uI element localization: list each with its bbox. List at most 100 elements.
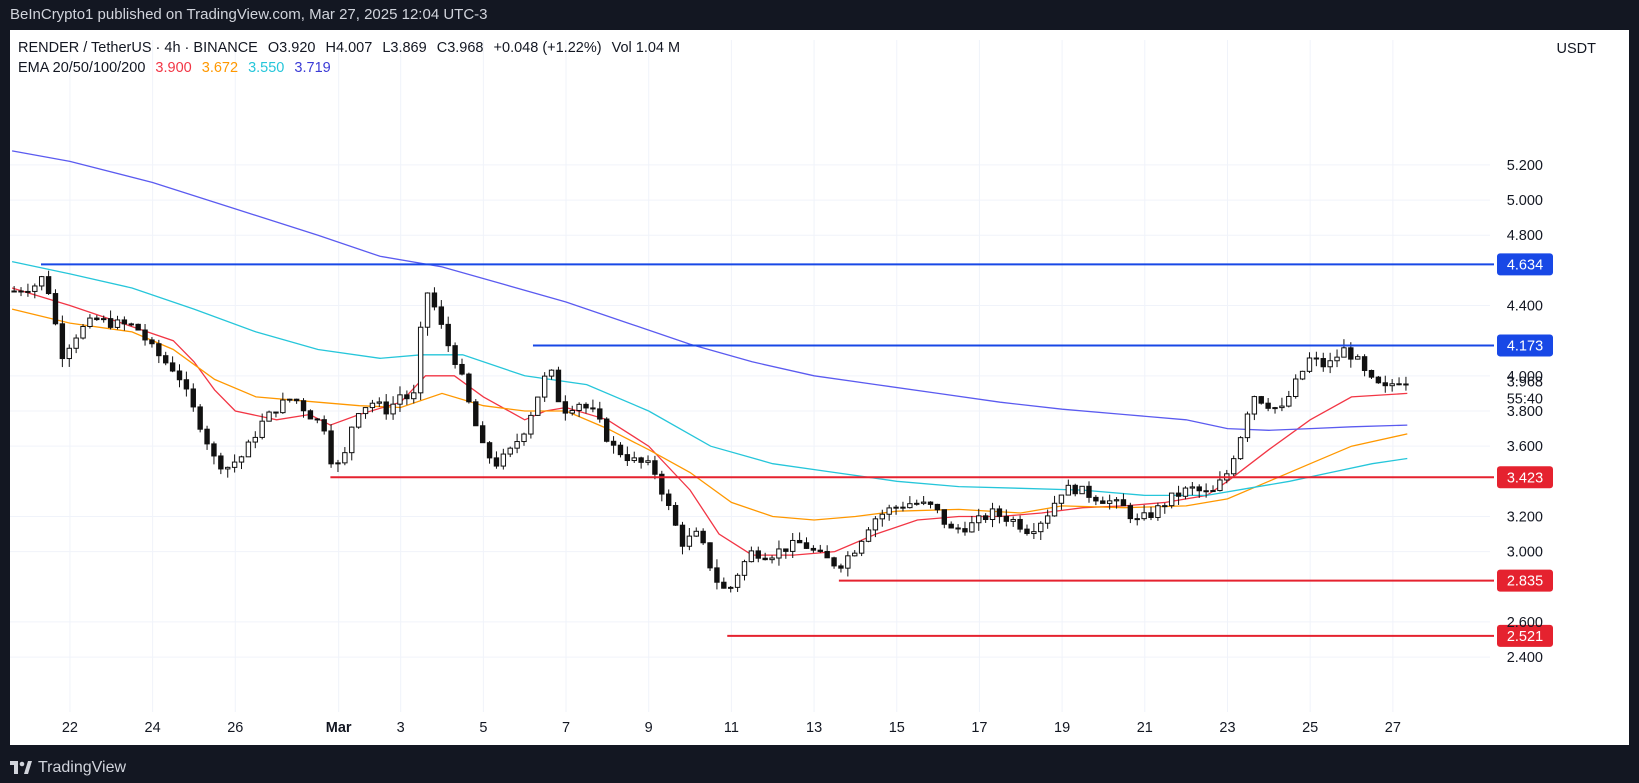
time-tick-label: 11 xyxy=(724,720,739,736)
ema200-line xyxy=(11,150,1408,431)
candle-up xyxy=(397,394,403,405)
candle-down xyxy=(721,581,727,589)
candle-down xyxy=(183,379,190,390)
candle-down xyxy=(941,509,948,525)
level-badge xyxy=(1497,334,1553,357)
symbol-label: RENDER / TetherUS · 4h · BINANCE xyxy=(18,40,258,56)
tradingview-logo[interactable]: TradingView xyxy=(10,759,126,777)
candle-up xyxy=(734,574,741,588)
ema20-line xyxy=(11,287,1408,556)
low-label: L xyxy=(382,40,390,56)
time-axis[interactable]: 22 24 26 Mar 3 5 7 9 11 13 15 17 19 21 23 25 27 xyxy=(62,720,1401,736)
candle-down xyxy=(431,292,438,308)
candle-down xyxy=(293,398,300,402)
time-tick-label: 5 xyxy=(479,720,487,736)
candle-up xyxy=(1272,407,1278,410)
candle-down xyxy=(94,317,100,321)
candle-up xyxy=(245,441,252,458)
candle-up xyxy=(1141,512,1147,520)
ema20-value: 3.900 xyxy=(155,60,191,76)
candle-down xyxy=(1258,396,1264,404)
candle-up xyxy=(225,466,231,470)
candle-down xyxy=(1361,356,1368,371)
candle-down xyxy=(1265,402,1271,409)
candle-down xyxy=(273,411,279,414)
candle-down xyxy=(59,323,66,360)
time-tick-label: 17 xyxy=(971,720,987,736)
candle-down xyxy=(1003,515,1010,522)
candle-up xyxy=(1058,494,1065,504)
candle-up xyxy=(507,447,513,455)
open-label: O xyxy=(268,40,279,56)
horizontal-levels[interactable]: 4.634 4.173 3.423 2.835 2.521 xyxy=(41,253,1553,647)
candle-down xyxy=(459,363,465,375)
price-chart[interactable]: 4.634 4.173 3.423 2.835 2.521 5.200 5.000 4.80… xyxy=(10,30,1629,745)
low-value: 3.869 xyxy=(390,40,426,56)
candle-down xyxy=(18,290,24,293)
candle-up xyxy=(66,347,72,360)
candle-up xyxy=(1334,356,1340,362)
candlesticks xyxy=(11,270,1409,593)
currency-label: USDT xyxy=(1557,41,1597,57)
candle-down xyxy=(1175,492,1182,497)
candle-down xyxy=(1403,383,1409,386)
candle-up xyxy=(238,456,245,463)
candle-up xyxy=(390,403,396,415)
svg-text:EMA 20/50/100/200 3.: EMA 20/50/100/200 3.900 3.672 3.550 3.71… xyxy=(18,60,331,76)
candle-up xyxy=(1189,486,1196,489)
candle-up xyxy=(376,401,383,404)
ema100-value: 3.550 xyxy=(248,60,284,76)
time-tick-label: 9 xyxy=(645,720,653,736)
candle-up xyxy=(287,398,293,401)
candle-up xyxy=(1217,479,1223,492)
level-badge-label: 3.423 xyxy=(1507,470,1543,486)
candle-up xyxy=(893,506,899,509)
candle-down xyxy=(1024,528,1030,535)
candle-up xyxy=(1244,413,1251,439)
candle-down xyxy=(810,547,817,551)
candle-up xyxy=(362,407,369,415)
candle-down xyxy=(404,394,410,400)
candle-down xyxy=(1196,486,1202,492)
chart-area[interactable]: 4.634 4.173 3.423 2.835 2.521 5.200 5.000 4.80… xyxy=(10,30,1629,745)
price-axis[interactable]: 5.200 5.000 4.800 4.400 4.000 3.800 3.600 3.200… xyxy=(1507,158,1543,666)
price-tick-label: 4.400 xyxy=(1507,299,1543,315)
level-badge xyxy=(1497,569,1553,592)
candle-down xyxy=(197,406,203,430)
candle-down xyxy=(307,410,314,420)
candle-down xyxy=(824,550,830,559)
level-badge xyxy=(1497,624,1553,647)
candle-down xyxy=(1100,500,1106,504)
price-tick-label: 3.200 xyxy=(1507,509,1543,525)
currency-button[interactable]: USDT xyxy=(1557,41,1597,57)
candle-down xyxy=(156,343,162,357)
close-value: 3.968 xyxy=(447,40,483,56)
candle-down xyxy=(1072,484,1078,495)
candle-down xyxy=(590,407,596,410)
level-badge-label: 2.835 xyxy=(1507,574,1543,590)
price-tick-label: 3.000 xyxy=(1507,545,1543,561)
candle-down xyxy=(176,370,183,381)
candle-down xyxy=(714,567,720,583)
candle-up xyxy=(728,586,734,589)
candle-up xyxy=(1389,383,1395,387)
candle-up xyxy=(335,462,341,465)
svg-text:RENDER / TetherUS · 4h · BINAN: RENDER / TetherUS · 4h · BINANCE O3.920 … xyxy=(18,40,680,56)
price-tick-label: 4.000 xyxy=(1507,369,1543,385)
candle-up xyxy=(1327,360,1333,368)
candle-up xyxy=(741,561,748,576)
candle-up xyxy=(879,513,885,520)
tradingview-logo-icon xyxy=(10,761,32,774)
candle-down xyxy=(438,306,445,325)
candle-down xyxy=(486,442,493,459)
price-tick-label: 5.200 xyxy=(1507,158,1543,174)
time-tick-label: 25 xyxy=(1302,720,1318,736)
time-tick-label: 21 xyxy=(1137,720,1153,736)
high-label: H xyxy=(326,40,336,56)
candle-up xyxy=(858,540,865,554)
price-tick-label: 3.800 xyxy=(1507,404,1543,420)
candle-up xyxy=(252,436,258,443)
candle-down xyxy=(982,515,989,521)
footer: TradingView xyxy=(0,752,1639,783)
